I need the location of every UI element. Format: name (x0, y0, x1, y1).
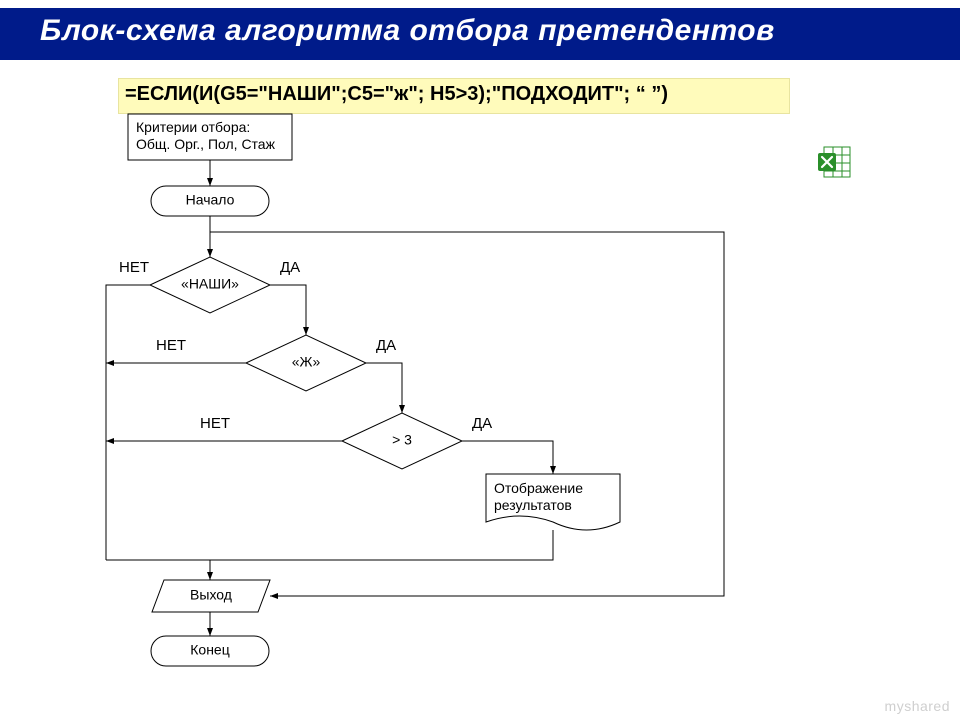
svg-text:НЕТ: НЕТ (156, 337, 186, 354)
svg-text:«Ж»: «Ж» (292, 354, 321, 370)
svg-text:ДА: ДА (376, 337, 396, 354)
svg-text:НЕТ: НЕТ (119, 259, 149, 276)
watermark: myshared (885, 698, 950, 714)
svg-text:«НАШИ»: «НАШИ» (181, 276, 239, 292)
svg-text:Начало: Начало (186, 192, 235, 208)
svg-text:Критерии отбора:: Критерии отбора: (136, 119, 250, 135)
svg-text:> 3: > 3 (392, 432, 412, 448)
svg-text:Выход: Выход (190, 587, 232, 603)
svg-text:Конец: Конец (190, 642, 229, 658)
svg-text:ДА: ДА (280, 259, 300, 276)
svg-text:результатов: результатов (494, 497, 572, 513)
svg-text:Отображение: Отображение (494, 480, 583, 496)
svg-text:НЕТ: НЕТ (200, 415, 230, 432)
flowchart-canvas: ДА НЕТ ДА НЕТ ДА НЕТ Критерии отбора:Общ. Орг.… (0, 0, 960, 720)
svg-text:Общ. Орг., Пол, Стаж: Общ. Орг., Пол, Стаж (136, 136, 276, 152)
svg-text:ДА: ДА (472, 415, 492, 432)
